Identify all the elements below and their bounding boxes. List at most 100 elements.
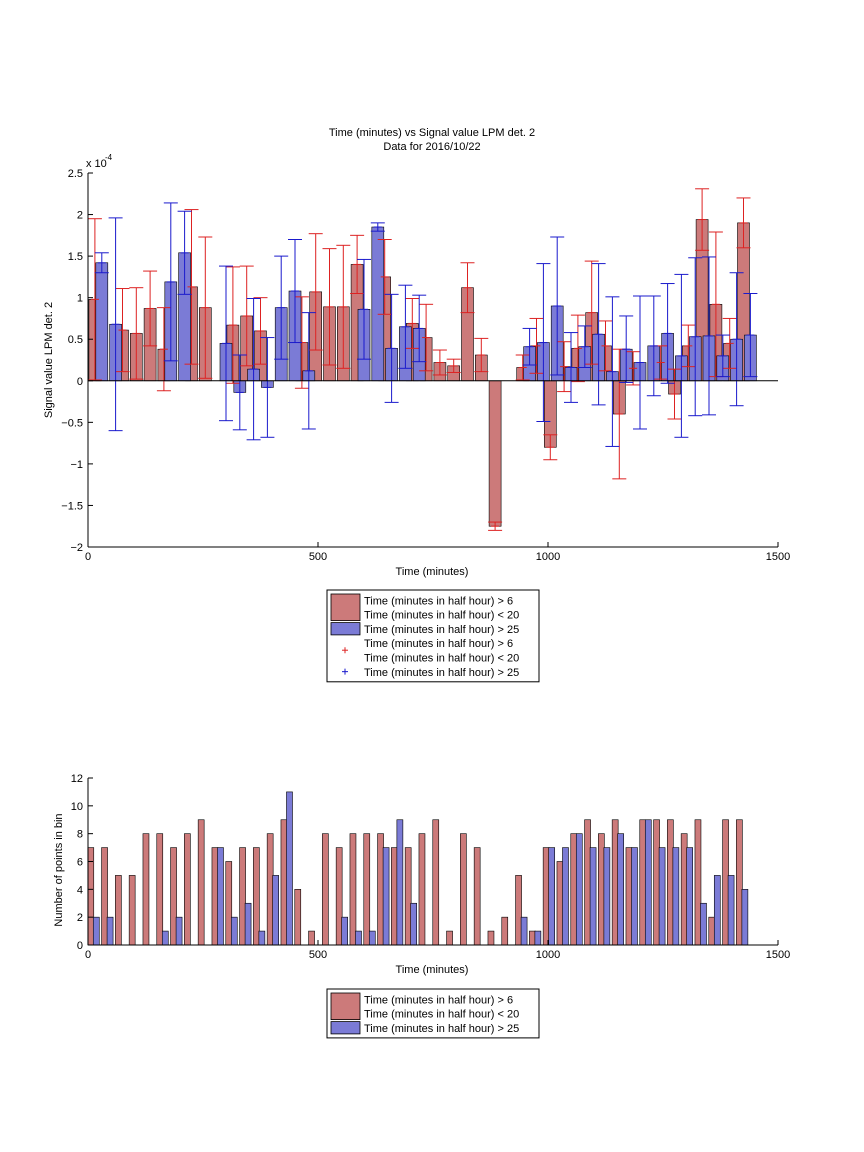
chart1-y-tick-label: 0 [77, 376, 83, 388]
chart2-bar-s0-10 [225, 861, 233, 946]
chart2-bar-s0-41 [653, 819, 660, 946]
chart2-bar-s0-23 [404, 847, 412, 946]
chart2-bar-s0-28 [473, 847, 481, 946]
chart2-bar-s1-23 [617, 833, 624, 946]
chart1-ylabel: Signal value LPM det. 2 [43, 302, 55, 418]
chart1-legend-patch-1 [330, 622, 361, 636]
chart2-legend-patch-1 [330, 1021, 361, 1035]
chart2-bar-s1-2 [161, 930, 169, 946]
chart1-y-tick-label: −0.5 [61, 417, 83, 429]
chart2-bar-s0-27 [460, 833, 467, 946]
chart2-bar-s0-6 [170, 847, 177, 946]
chart2-bar-s1-1 [106, 916, 114, 946]
chart2-bar-s0-47 [736, 819, 743, 946]
chart1-x-tick-label: 0 [85, 551, 91, 563]
chart2-bar-s1-4 [217, 847, 224, 946]
chart1-x-tick-label: 500 [309, 551, 327, 563]
chart2-bar-s0-45 [708, 916, 716, 946]
chart2-bar-s0-0 [87, 847, 95, 946]
chart1-y-tick-label: 0.5 [68, 334, 83, 346]
chart2-bar-s1-16 [520, 916, 528, 946]
chart1-y-tick-label: 1.5 [68, 251, 83, 263]
chart2-bar-s1-26 [658, 847, 666, 946]
chart2-y-tick-label: 6 [77, 857, 83, 869]
chart2-bar-s0-18 [335, 847, 343, 946]
chart2-bar-s0-26 [446, 930, 453, 946]
chart2-bar-s1-15 [410, 902, 417, 946]
chart2-bar-s0-36 [584, 819, 591, 946]
chart2-y-tick-label: 10 [71, 801, 83, 813]
chart1-legend: Time (minutes in half hour) > 6 Time (min… [326, 589, 540, 683]
chart2-legend-label-0-1: Time (minutes in half hour) < 20 [364, 1009, 519, 1021]
chart2-y-tick-label: 12 [71, 773, 83, 785]
chart1-subtitle: Data for 2016/10/22 [383, 141, 480, 153]
chart2-bar-s0-20 [363, 833, 371, 946]
chart2-bar-s1-31 [727, 875, 735, 946]
chart2-bar-s0-40 [639, 819, 647, 946]
chart1-y-tick-label: −1.5 [61, 500, 83, 512]
chart2-bar-s0-4 [142, 833, 150, 946]
chart2-x-tick-label: 1000 [536, 949, 560, 961]
chart2-bar-s0-25 [432, 819, 440, 946]
chart2-bar-s0-39 [625, 847, 633, 946]
chart1-xlabel: Time (minutes) [396, 566, 469, 578]
chart1-title: Time (minutes) vs Signal value LPM det. … [329, 127, 535, 139]
chart2-bar-s1-22 [603, 847, 611, 946]
signal-chart: Time (minutes) vs Signal value LPM det. … [43, 127, 790, 683]
chart1-exponent-label: x 10 -4 [86, 153, 113, 170]
chart2-bar-s0-35 [570, 833, 578, 946]
chart1-y-tick-label: −2 [70, 542, 83, 554]
chart1-legend-label-0-0: Time (minutes in half hour) > 6 [364, 595, 513, 607]
chart1-legend-label-1-0: Time (minutes in half hour) > 25 [364, 624, 519, 636]
chart2-bar-s1-11 [355, 930, 362, 946]
chart2-bar-s0-31 [515, 875, 522, 946]
chart2-bar-s1-0 [92, 916, 100, 946]
chart1-error-bars [87, 188, 758, 531]
chart2-bar-s0-34 [556, 861, 564, 946]
chart2-bar-s0-16 [308, 930, 315, 946]
chart2-bar-s1-29 [700, 902, 707, 946]
chart2-bar-s1-25 [644, 819, 652, 946]
chart1-x-tick-label: 1500 [766, 551, 790, 563]
chart2-bar-s1-7 [258, 930, 266, 946]
chart2-bar-s0-37 [598, 833, 605, 946]
chart1-y-tick-label: 2.5 [68, 168, 83, 180]
chart1-exponent-base: x 10 [86, 158, 107, 170]
chart1-axes: 0 500 1000 1500 −2 −1.5 −1 −0.5 0 0.5 1 1.5 2 2.5 [61, 168, 790, 563]
chart2-x-tick-label: 500 [309, 949, 327, 961]
chart2-x-tick-label: 0 [85, 949, 91, 961]
chart1-y-tick-label: 2 [77, 210, 83, 222]
chart2-bar-s1-6 [244, 902, 252, 946]
chart2-bar-s1-24 [631, 847, 638, 946]
chart2-bar-s0-19 [349, 833, 357, 946]
chart2-xlabel: Time (minutes) [396, 964, 469, 976]
chart2-bar-s1-27 [672, 847, 680, 946]
chart2-bar-s0-38 [611, 819, 619, 946]
chart2-bar-s1-28 [686, 847, 693, 946]
chart1-bar-s1-12 [371, 226, 385, 382]
chart2-legend-label-1-0: Time (minutes in half hour) > 25 [364, 1023, 519, 1035]
chart2-bar-s0-2 [115, 875, 122, 946]
chart1-y-tick-label: −1 [70, 459, 83, 471]
chart2-bar-s1-30 [713, 875, 721, 946]
chart1-legend-box [326, 589, 540, 683]
chart1-legend-patch-0 [330, 593, 361, 622]
chart1-legend-label-0-1: Time (minutes in half hour) < 20 [364, 610, 519, 622]
chart2-bar-s0-5 [156, 833, 164, 946]
chart2-legend: Time (minutes in half hour) > 6 Time (min… [326, 988, 540, 1039]
chart2-y-tick-label: 8 [77, 829, 83, 841]
chart2-ylabel: Number of points in bin [53, 813, 65, 926]
chart2-bar-s0-11 [239, 847, 246, 946]
chart1-legend-label-3-0: Time (minutes in half hour) > 25 [364, 667, 519, 679]
chart2-bar-s1-9 [286, 791, 293, 946]
chart2-legend-label-0-0: Time (minutes in half hour) > 6 [364, 994, 513, 1006]
chart1-y-tick-label: 1 [77, 293, 83, 305]
chart1-exponent-power: -4 [105, 153, 113, 162]
chart2-bar-s1-32 [741, 889, 749, 946]
chart1-bars [88, 219, 757, 527]
chart2-legend-patch-0 [330, 992, 361, 1021]
chart2-bar-s0-43 [680, 833, 688, 946]
chart2-bar-s0-44 [694, 819, 702, 946]
chart2-bar-s1-8 [272, 875, 279, 946]
